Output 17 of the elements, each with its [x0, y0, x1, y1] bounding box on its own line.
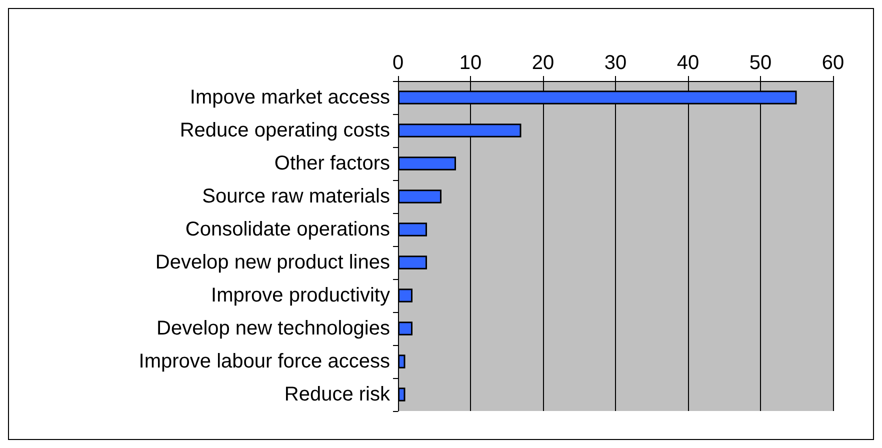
y-tick-label: Other factors — [274, 152, 390, 174]
x-tick-label: 50 — [749, 52, 772, 74]
y-tick-label: Reduce risk — [284, 384, 391, 406]
y-tick-label: Develop new technologies — [156, 318, 390, 340]
y-tick-label: Consolidate operations — [185, 218, 390, 240]
x-tick-label: 30 — [604, 52, 627, 74]
y-tick-label: Impove market access — [190, 86, 390, 108]
y-tick-label: Improve labour force access — [138, 350, 390, 372]
y-tick-label: Reduce operating costs — [180, 120, 390, 142]
y-tick-label: Develop new product lines — [155, 252, 390, 274]
x-tick-label: 0 — [392, 52, 404, 74]
y-tick-label: Source raw materials — [202, 186, 390, 208]
x-tick-label: 60 — [822, 52, 844, 74]
y-tick-label: Improve productivity — [211, 284, 390, 306]
x-tick-label: 10 — [459, 52, 482, 74]
x-tick-label: 20 — [532, 52, 554, 74]
x-tick-label: 40 — [676, 52, 700, 74]
